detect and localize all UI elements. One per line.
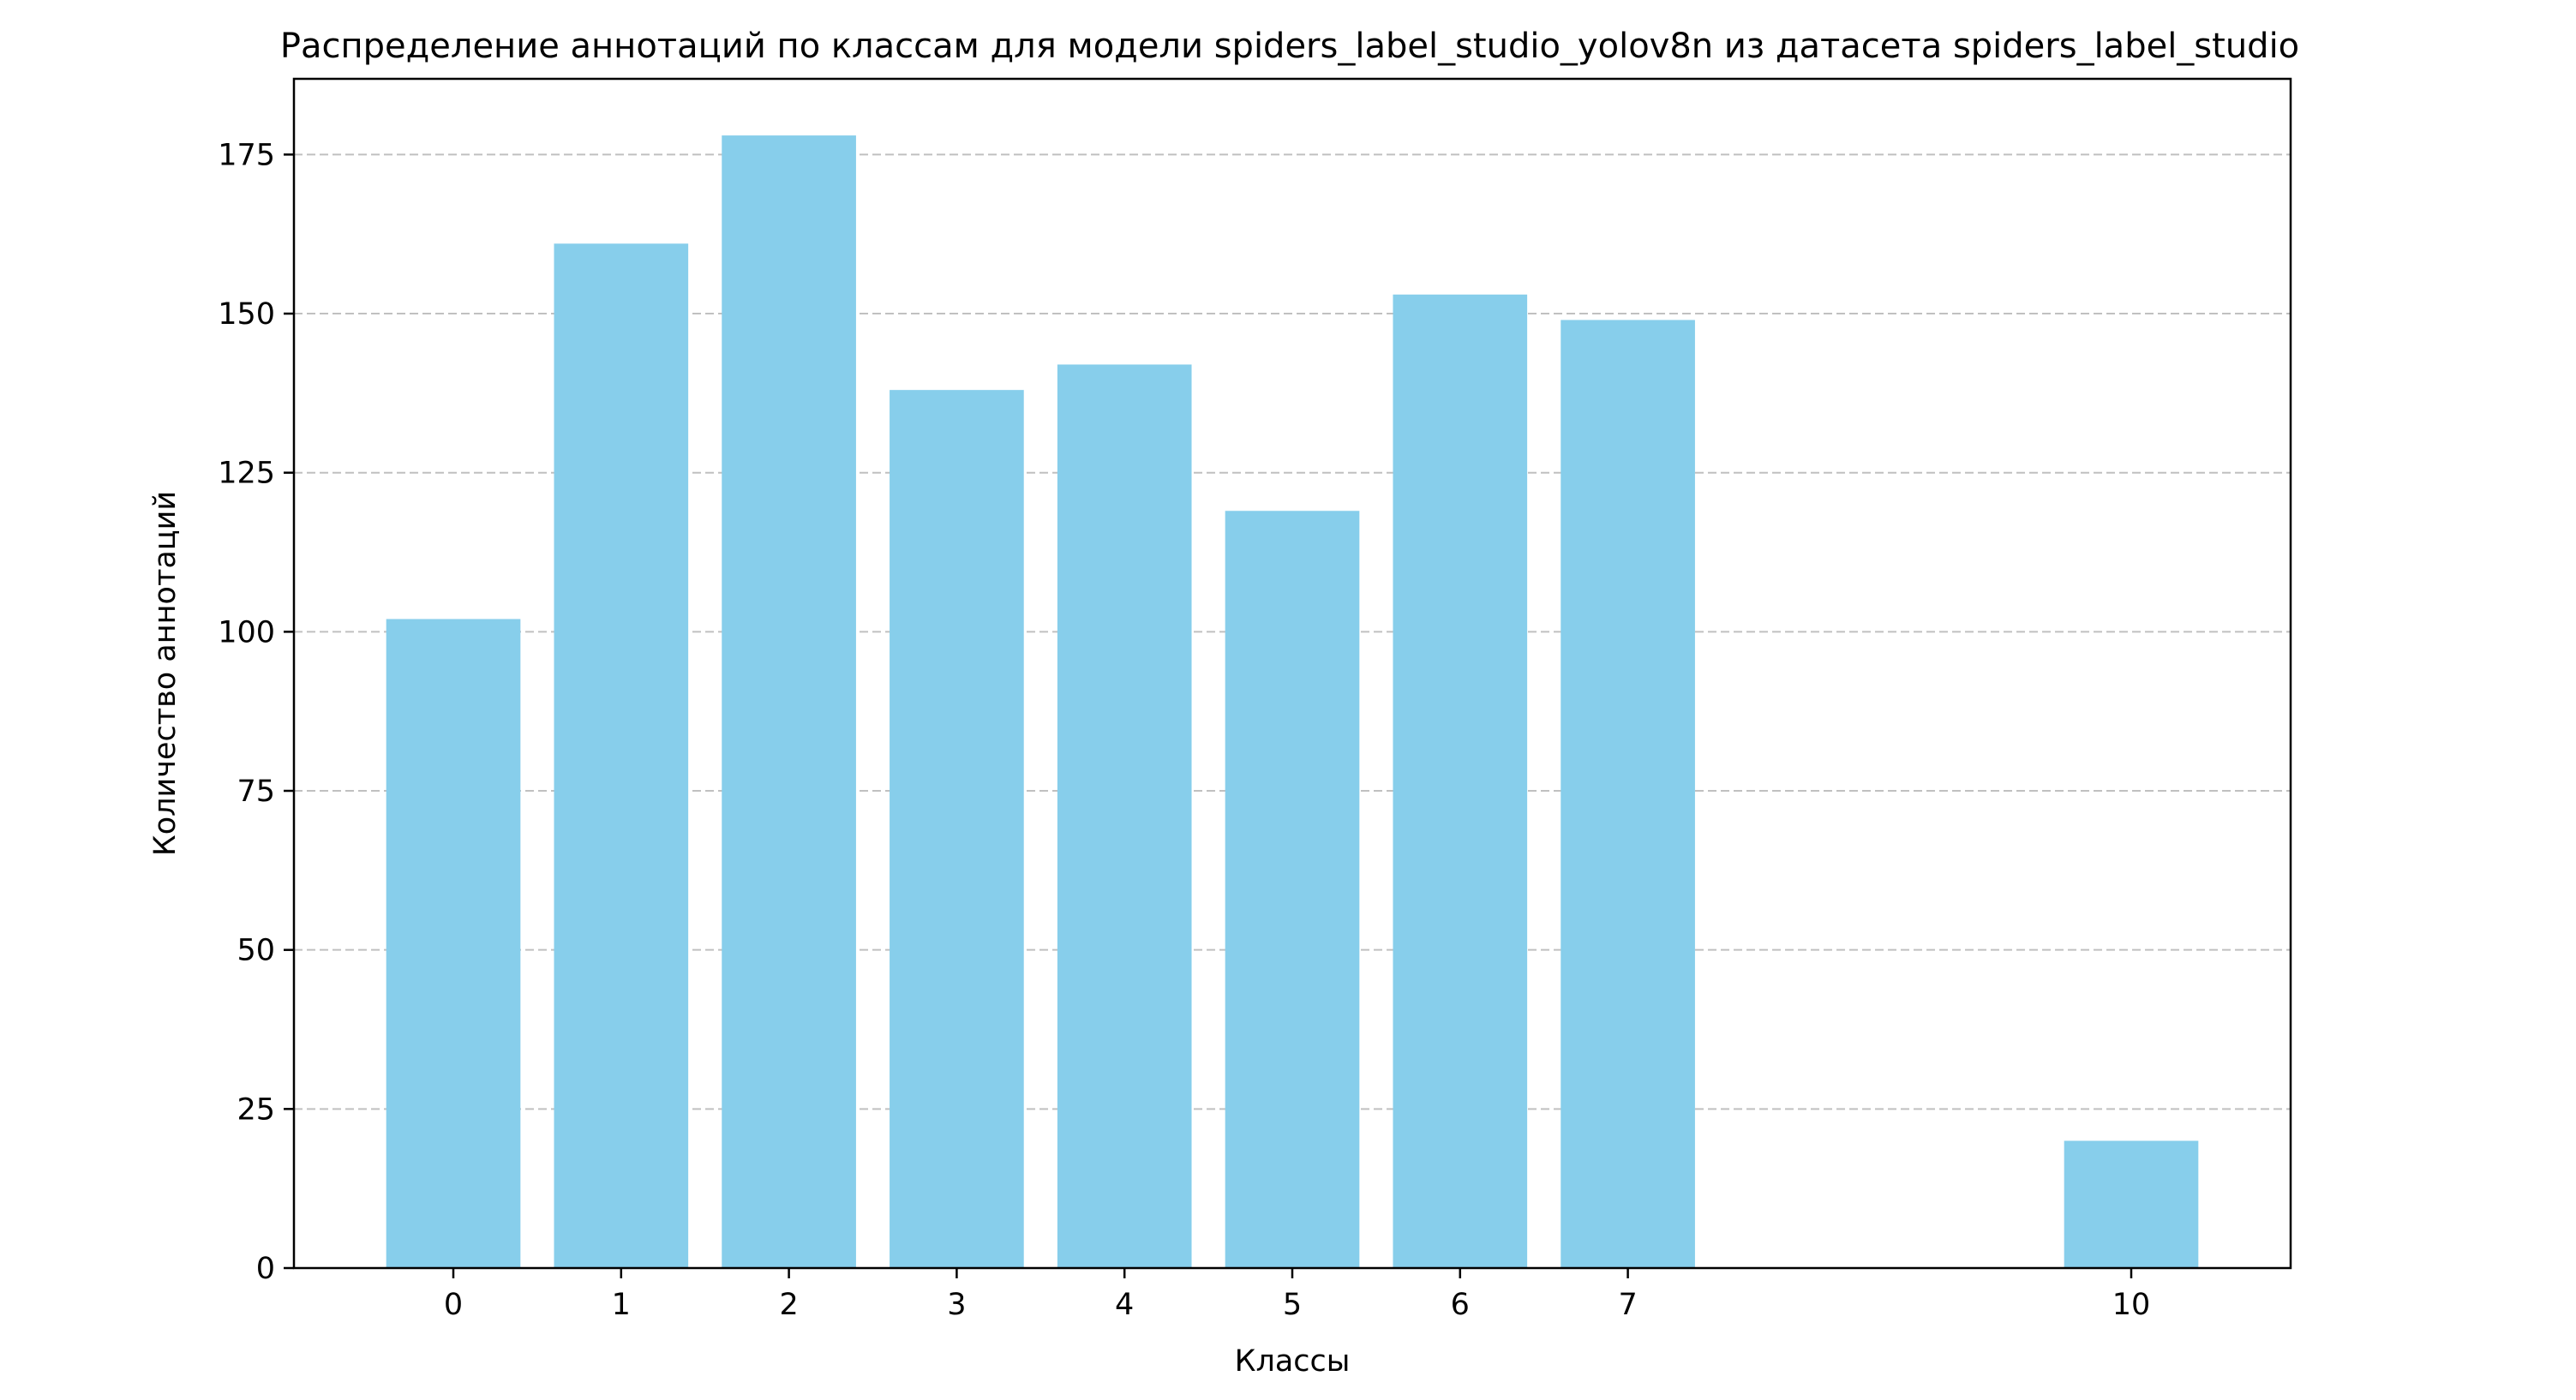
bar-class-5: [1225, 511, 1360, 1268]
y-tick-label: 50: [237, 934, 275, 968]
y-tick-label: 100: [218, 615, 275, 649]
x-tick-label: 10: [2112, 1288, 2151, 1322]
x-tick-label: 3: [947, 1288, 966, 1322]
y-tick-label: 150: [218, 297, 275, 332]
x-tick-label: 4: [1115, 1288, 1134, 1322]
bar-class-1: [554, 243, 689, 1268]
y-axis-ticks: 0 25 50 75 100 125 150 175: [218, 138, 294, 1286]
x-axis-ticks: 0 1 2 3 4 5 6 7 10: [444, 1268, 2150, 1322]
bar-class-4: [1057, 364, 1192, 1268]
y-tick-label: 25: [237, 1092, 275, 1127]
bar-class-10: [2064, 1140, 2199, 1268]
chart-title: Распределение аннотаций по классам для м…: [280, 27, 2299, 66]
bar-class-0: [386, 619, 521, 1268]
y-tick-label: 0: [256, 1252, 275, 1286]
y-axis-label: Количество аннотаций: [148, 491, 183, 856]
x-tick-label: 2: [779, 1288, 798, 1322]
x-tick-label: 0: [444, 1288, 463, 1322]
y-tick-label: 175: [218, 138, 275, 172]
x-tick-label: 7: [1618, 1288, 1637, 1322]
bar-class-6: [1393, 294, 1528, 1269]
bar-class-2: [722, 135, 856, 1269]
y-tick-label: 125: [218, 457, 275, 491]
x-axis-label: Классы: [1235, 1344, 1351, 1379]
x-tick-label: 1: [612, 1288, 631, 1322]
x-tick-label: 6: [1451, 1288, 1470, 1322]
bar-class-7: [1561, 320, 1695, 1269]
x-tick-label: 5: [1283, 1288, 1302, 1322]
bar-class-3: [890, 390, 1024, 1269]
bars: [386, 135, 2199, 1269]
y-tick-label: 75: [237, 775, 275, 809]
